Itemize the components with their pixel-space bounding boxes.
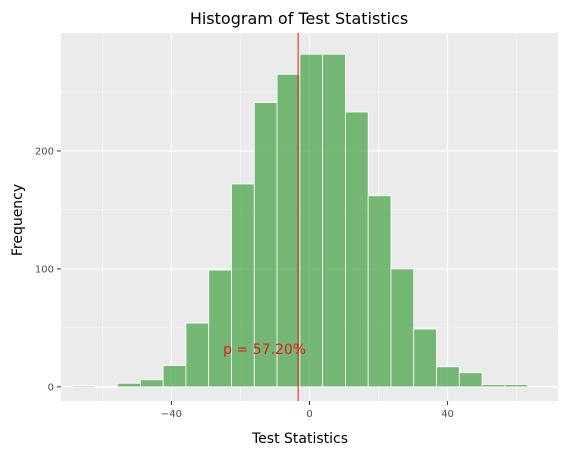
x-axis-label: Test Statistics — [251, 431, 348, 447]
histogram-bar — [185, 322, 210, 388]
histogram-bar — [208, 269, 232, 388]
x-axis-ticks: −40 0 40 — [161, 401, 454, 420]
chart-title: Histogram of Test Statistics — [190, 9, 408, 28]
x-tick-label: 0 — [306, 409, 312, 420]
histogram-bar — [504, 384, 529, 388]
histogram-bar — [367, 195, 392, 388]
y-tick-label: 200 — [35, 146, 54, 157]
histogram-bar — [162, 365, 187, 388]
histogram-bar — [413, 328, 437, 388]
y-tick-label: 0 — [48, 382, 54, 393]
histogram-bar — [458, 372, 483, 388]
histogram-bar — [436, 366, 460, 388]
histogram-bar — [481, 384, 506, 388]
histogram-bar — [71, 385, 96, 388]
p-value-annotation: p = 57.20% — [223, 342, 306, 358]
histogram-bar — [117, 382, 141, 388]
histogram-bars — [71, 53, 529, 389]
histogram-bar — [390, 268, 415, 388]
histogram-bar — [276, 73, 301, 388]
histogram-bar — [322, 53, 346, 388]
y-tick-label: 100 — [35, 264, 54, 275]
y-axis-label: Frequency — [10, 184, 26, 256]
histogram-bar — [94, 386, 119, 389]
histogram-bar — [344, 111, 369, 388]
histogram-bar — [299, 53, 324, 388]
y-axis-ticks: 0 100 200 — [35, 146, 61, 393]
x-tick-label: 40 — [441, 409, 454, 420]
x-tick-label: −40 — [161, 409, 182, 420]
histogram-bar — [139, 379, 164, 388]
